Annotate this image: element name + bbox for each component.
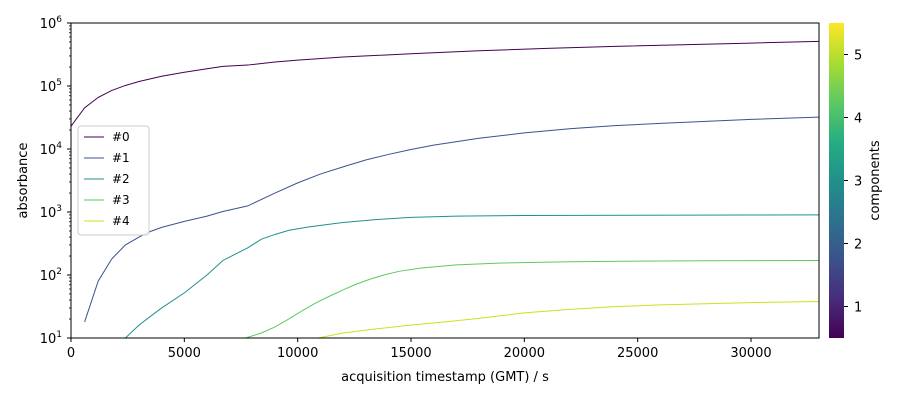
x-axis-label: acquisition timestamp (GMT) / s <box>341 370 549 385</box>
series-line-3 <box>245 259 819 338</box>
x-tick-label: 0 <box>67 346 75 361</box>
x-tick-label: 25000 <box>617 346 658 361</box>
axes-layer: 0 5000 10000 15000 20000 25000 30000 101 102 103 1… <box>16 15 820 385</box>
legend-label-1: #1 <box>112 151 130 165</box>
legend-box <box>77 125 150 236</box>
colorbar: 1 2 3 4 5 components <box>829 23 883 338</box>
series-line-2 <box>125 214 819 338</box>
colorbar-tick-label: 1 <box>854 301 862 316</box>
colorbar-tick-label: 3 <box>854 175 862 190</box>
legend: #0 #1 #2 #3 #4 <box>77 125 150 236</box>
colorbar-label: components <box>868 140 883 221</box>
series-layer <box>71 40 819 338</box>
series-line-4 <box>317 300 819 338</box>
legend-label-3: #3 <box>112 193 130 207</box>
series-line-0 <box>71 40 819 127</box>
y-tick-label: 101 <box>40 330 62 347</box>
x-tick-label: 5000 <box>168 346 201 361</box>
y-tick-label: 104 <box>40 141 63 158</box>
y-tick-label: 106 <box>40 15 63 32</box>
colorbar-tick-label: 4 <box>854 112 862 127</box>
series-line-1 <box>84 116 819 323</box>
x-tick-label: 10000 <box>277 346 318 361</box>
y-tick-label: 105 <box>40 78 62 95</box>
legend-label-4: #4 <box>112 214 130 228</box>
colorbar-gradient <box>829 23 844 338</box>
colorbar-tick-label: 5 <box>854 49 862 64</box>
legend-label-0: #0 <box>112 130 130 144</box>
y-tick-label: 102 <box>40 267 62 284</box>
y-tick-label: 103 <box>40 204 62 221</box>
y-axis-label: absorbance <box>16 143 31 219</box>
x-tick-label: 15000 <box>390 346 431 361</box>
x-tick-label: 30000 <box>730 346 771 361</box>
colorbar-tick-label: 2 <box>854 238 862 253</box>
x-tick-label: 20000 <box>504 346 545 361</box>
legend-label-2: #2 <box>112 172 130 186</box>
plot-frame <box>70 22 820 339</box>
